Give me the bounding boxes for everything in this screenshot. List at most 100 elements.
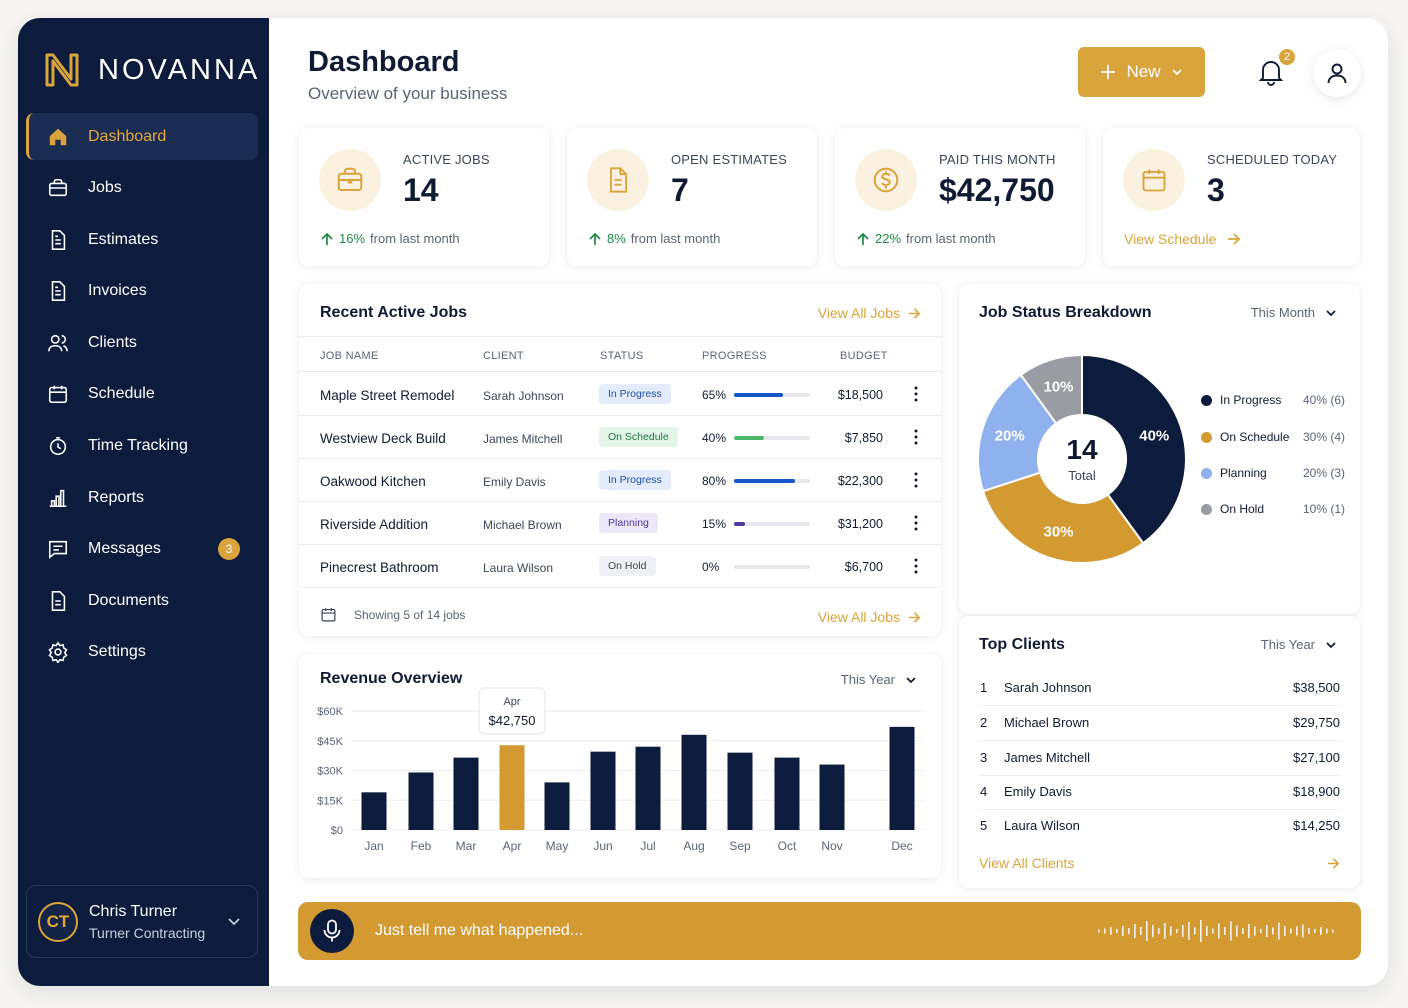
stat-card-open-estimates[interactable]: OPEN ESTIMATES 7 8% from last month bbox=[567, 128, 817, 266]
dollar-icon bbox=[855, 149, 917, 211]
waveform-bar bbox=[1212, 928, 1214, 934]
job-status-card: Job Status Breakdown This Month 40% 30% 20… bbox=[959, 284, 1360, 614]
list-item[interactable]: 4 Emily Davis $18,900 bbox=[979, 776, 1340, 810]
sidebar-item-invoices[interactable]: Invoices bbox=[26, 268, 258, 315]
job-client: Michael Brown bbox=[483, 518, 562, 532]
sidebar-item-time-tracking[interactable]: Time Tracking bbox=[26, 423, 258, 470]
job-client: Sarah Johnson bbox=[483, 389, 564, 403]
bar-apr bbox=[499, 745, 525, 830]
waveform-bar bbox=[1104, 928, 1106, 934]
list-item[interactable]: 1 Sarah Johnson $38,500 bbox=[979, 672, 1340, 706]
card-title: Recent Active Jobs bbox=[320, 304, 468, 321]
client-amount: $29,750 bbox=[1293, 715, 1340, 730]
logo-icon bbox=[45, 53, 79, 87]
stat-card-paid-this-month[interactable]: PAID THIS MONTH $42,750 22% from last mo… bbox=[835, 128, 1085, 266]
chevron-down-icon[interactable] bbox=[227, 914, 241, 928]
sidebar-item-messages[interactable]: Messages 3 bbox=[26, 526, 258, 573]
waveform-bar bbox=[1188, 922, 1190, 940]
status-badge: Planning bbox=[599, 513, 658, 533]
waveform-bar bbox=[1146, 921, 1148, 941]
x-tick-label: May bbox=[546, 839, 569, 853]
stat-value: 7 bbox=[671, 172, 689, 208]
table-row[interactable]: Maple Street Remodel Sarah Johnson In Pr… bbox=[299, 373, 941, 416]
user-profile-card[interactable]: CT Chris Turner Turner Contracting bbox=[26, 885, 258, 958]
job-budget: $18,500 bbox=[837, 388, 883, 402]
clock-icon bbox=[46, 434, 70, 458]
waveform-bar bbox=[1218, 923, 1220, 939]
waveform-bar bbox=[1302, 924, 1304, 938]
view-all-clients-link[interactable]: View All Clients bbox=[979, 855, 1340, 871]
microphone-button[interactable] bbox=[310, 909, 354, 953]
sidebar-item-label: Reports bbox=[88, 488, 145, 506]
progress-bar bbox=[734, 522, 810, 526]
job-client: James Mitchell bbox=[483, 432, 563, 446]
sidebar-item-dashboard[interactable]: Dashboard bbox=[26, 113, 258, 160]
status-period-select[interactable]: This Month bbox=[1251, 305, 1337, 320]
bell-icon[interactable] bbox=[1258, 58, 1284, 86]
sidebar-item-label: Schedule bbox=[88, 385, 155, 403]
more-vertical-icon[interactable] bbox=[910, 428, 922, 446]
user-company: Turner Contracting bbox=[89, 924, 206, 941]
clients-period-select[interactable]: This Year bbox=[1261, 637, 1337, 652]
client-amount: $38,500 bbox=[1293, 680, 1340, 695]
more-vertical-icon[interactable] bbox=[910, 514, 922, 532]
waveform-bar bbox=[1158, 928, 1160, 934]
legend-item: Planning 20% (3) bbox=[1201, 466, 1345, 480]
job-name: Riverside Addition bbox=[320, 517, 429, 532]
sidebar-item-reports[interactable]: Reports bbox=[26, 474, 258, 521]
bar-oct bbox=[774, 757, 800, 830]
list-item[interactable]: 5 Laura Wilson $14,250 bbox=[979, 810, 1340, 844]
column-header: STATUS bbox=[600, 350, 644, 362]
table-footer: Showing 5 of 14 jobs bbox=[320, 606, 465, 623]
app-window: NOVANNA Dashboard Jobs Estimates Invoice… bbox=[18, 18, 1388, 986]
sidebar-item-documents[interactable]: Documents bbox=[26, 577, 258, 624]
view-schedule-link[interactable]: View Schedule bbox=[1124, 231, 1241, 247]
legend-value: 30% (4) bbox=[1302, 430, 1345, 444]
client-rank: 3 bbox=[980, 750, 988, 765]
sidebar-item-estimates[interactable]: Estimates bbox=[26, 216, 258, 263]
table-row[interactable]: Riverside Addition Michael Brown Plannin… bbox=[299, 502, 941, 545]
progress-fill bbox=[734, 522, 746, 526]
tooltip-box bbox=[478, 687, 546, 735]
legend-label: On Schedule bbox=[1220, 430, 1290, 444]
sidebar-item-label: Time Tracking bbox=[88, 437, 188, 455]
arrow-up-icon bbox=[857, 232, 869, 245]
progress-text: 80% bbox=[702, 474, 727, 488]
list-item[interactable]: 3 James Mitchell $27,100 bbox=[979, 742, 1340, 776]
more-vertical-icon[interactable] bbox=[910, 471, 922, 489]
view-all-jobs-link[interactable]: View All Jobs bbox=[818, 305, 921, 321]
view-all-jobs-footer-link[interactable]: View All Jobs bbox=[818, 609, 921, 625]
table-row[interactable]: Oakwood Kitchen Emily Davis In Progress … bbox=[299, 459, 941, 502]
notification-badge: 2 bbox=[1277, 47, 1297, 67]
job-name: Oakwood Kitchen bbox=[320, 474, 426, 489]
stat-card-scheduled-today[interactable]: SCHEDULED TODAY 3 View Schedule bbox=[1103, 128, 1360, 266]
brand-name: NOVANNA bbox=[98, 53, 261, 86]
brand-logo[interactable]: NOVANNA bbox=[44, 52, 260, 88]
more-vertical-icon[interactable] bbox=[910, 385, 922, 403]
sidebar-item-settings[interactable]: Settings bbox=[26, 629, 258, 676]
sidebar-item-label: Estimates bbox=[88, 230, 159, 248]
waveform-bar bbox=[1098, 929, 1100, 933]
column-header: CLIENT bbox=[483, 350, 524, 362]
bar-sep bbox=[727, 752, 753, 830]
progress-text: 40% bbox=[702, 431, 727, 445]
waveform-bar bbox=[1266, 925, 1268, 937]
list-item[interactable]: 2 Michael Brown $29,750 bbox=[979, 707, 1340, 741]
sidebar-item-clients[interactable]: Clients bbox=[26, 319, 258, 366]
arrow-right-icon bbox=[908, 307, 921, 319]
more-vertical-icon[interactable] bbox=[910, 557, 922, 575]
voice-input-bar[interactable]: Just tell me what happened... bbox=[298, 902, 1361, 960]
view-all-jobs-label: View All Jobs bbox=[817, 305, 900, 321]
stat-card-active-jobs[interactable]: ACTIVE JOBS 14 16% from last month bbox=[299, 128, 549, 266]
table-row[interactable]: Westview Deck Build James Mitchell On Sc… bbox=[299, 416, 941, 459]
document-icon bbox=[46, 279, 70, 303]
bar-jul bbox=[635, 746, 661, 830]
table-row[interactable]: Pinecrest Bathroom Laura Wilson On Hold … bbox=[299, 545, 941, 588]
revenue-period-select[interactable]: This Year bbox=[841, 672, 917, 687]
profile-button[interactable] bbox=[1313, 49, 1361, 97]
sidebar-item-schedule[interactable]: Schedule bbox=[26, 371, 258, 418]
sidebar-item-jobs[interactable]: Jobs bbox=[26, 165, 258, 212]
new-button[interactable]: New bbox=[1078, 47, 1205, 97]
chevron-down-icon bbox=[1326, 309, 1336, 316]
job-budget: $22,300 bbox=[837, 474, 883, 488]
